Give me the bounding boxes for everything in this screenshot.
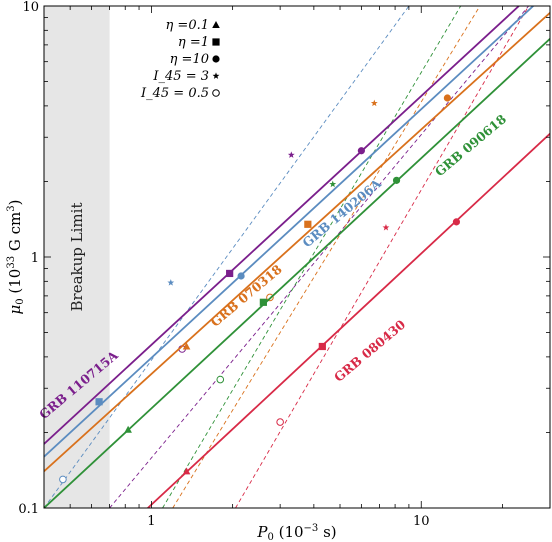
series-3-dashed-line [162,6,462,508]
legend-label-3: I_45 = 3 [152,69,209,84]
series-2-dashed-marker-1 [59,475,67,484]
series-2-marker-0 [95,398,103,406]
series-label-2: GRB 140206A [299,176,384,251]
series-2-line [44,6,534,458]
series-4-line [147,133,550,508]
x-axis-ticks [43,6,551,508]
legend-marker-4 [212,89,220,97]
series-3-marker-2 [392,176,401,184]
series-3-line [44,38,550,508]
y-axis-label: μ0 (1033 G cm3) [6,200,26,315]
series-3-marker-1 [259,298,267,306]
series-0 [44,6,520,445]
x-tick-label: 10 [413,514,430,529]
series-1-dashed-line [172,6,481,508]
y-tick-label: 0.1 [18,502,39,517]
series-4-dashed [235,6,530,508]
y-axis-ticks [44,5,550,509]
series-4-marker-0 [182,467,191,475]
plot-area [44,6,550,508]
series-0-line [44,6,520,445]
legend-marker-3 [212,72,220,79]
series-4-dashed-line [235,6,530,508]
series-2-dashed [44,6,410,508]
series-2-marker-1 [237,272,245,280]
series-3 [44,38,550,508]
series-4-marker-1 [318,342,326,351]
breakup-region [44,6,110,508]
series-1-dashed-marker-0 [370,99,378,107]
series-2-dashed-line [44,6,410,508]
legend-marker-1 [212,38,220,46]
series-3-dashed [162,6,462,508]
y-tick-label: 10 [22,0,39,15]
series-1-marker-2 [443,94,451,102]
series-label-3: GRB 090618 [432,111,509,179]
legend-label-1: η =1 [178,35,209,50]
series-1-dashed [172,6,481,508]
series-4 [147,133,550,508]
series-3-dashed-marker-1 [216,375,225,384]
legend-marker-2 [212,55,220,63]
series-2-dashed-marker-0 [167,279,175,286]
series-4-dashed-marker-0 [382,223,390,231]
series-0-dashed-line [109,6,529,508]
legend-marker-0 [212,21,220,28]
y-tick-label: 1 [31,251,39,266]
series-1-line [44,12,550,472]
series-3-dashed-marker-0 [329,180,337,188]
legend-label-4: I_45 = 0.5 [140,86,209,101]
legend-label-0: η =0.1 [166,18,210,33]
series-1 [44,12,550,472]
series-1-marker-1 [304,220,312,228]
legend: η =0.1 η =1 η =10 I_45 = 3 I_45 = 0.5 [140,18,220,101]
series-0-dashed-marker-0 [287,151,295,158]
x-axis-label: P0 (10−3 s) [256,523,336,542]
series-1-marker-0 [182,342,191,350]
series-3-marker-0 [124,425,132,433]
x-tick-label: 1 [147,514,155,529]
breakup-label: Breakup Limit [68,203,86,312]
series-4-dashed-marker-1 [276,418,284,426]
series-0-marker-1 [357,147,365,155]
series-0-marker-0 [226,269,234,278]
series-2 [44,6,534,458]
series-4-marker-2 [452,218,461,226]
legend-label-2: η =10 [170,52,209,67]
